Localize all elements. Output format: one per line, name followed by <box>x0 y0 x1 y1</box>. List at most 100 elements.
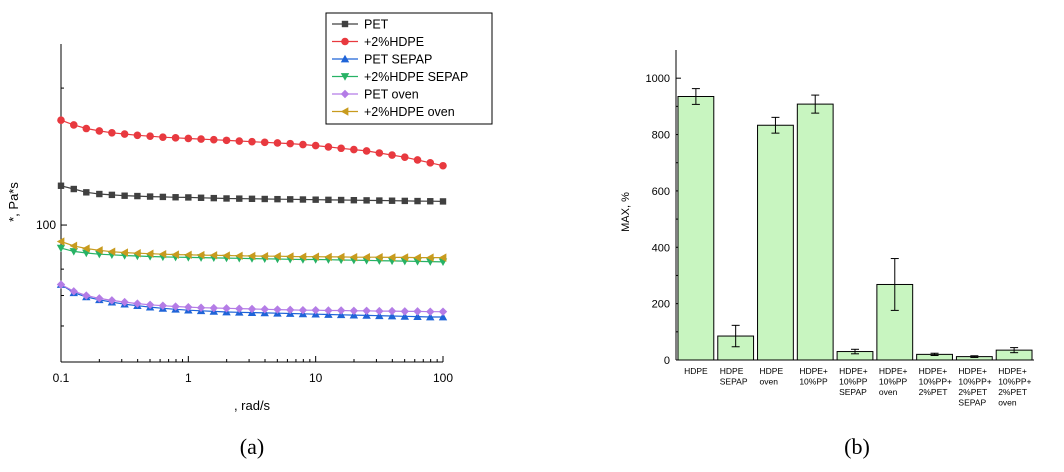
chart-a-data-point <box>299 196 307 203</box>
chart-a-data-point <box>247 304 257 314</box>
chart-a-data-point <box>400 307 410 316</box>
chart-a-data-point <box>324 252 332 262</box>
chart-a-legend-label: +2%HDPE SEPAP <box>364 70 468 84</box>
chart-a-data-point <box>325 196 332 204</box>
chart-b-y-tick-label: 200 <box>652 299 670 311</box>
chart-a-data-point <box>376 197 383 204</box>
chart-a-data-point <box>209 303 219 313</box>
chart-b-bar <box>796 103 834 361</box>
chart-a-data-point <box>158 301 168 310</box>
chart-a-data-point <box>426 253 434 262</box>
chart-a-series-0 <box>57 182 447 205</box>
chart-a-legend-marker <box>341 37 349 46</box>
chart-a-data-point <box>387 306 397 316</box>
chart-a-xlabel: , rad/s <box>234 398 271 413</box>
chart-a-data-point <box>401 153 409 161</box>
chart-a-data-point <box>133 249 141 258</box>
chart-a-series-5 <box>56 237 447 262</box>
chart-b-x-tick-label: HDPE oven <box>760 366 784 387</box>
chart-a-data-point <box>56 280 66 289</box>
chart-a-legend-box <box>325 12 493 125</box>
chart-a-data-point <box>350 196 358 204</box>
chart-a-viscosity: *, Pa*s , rad/s 0.1 1 10 100100PET+2%HDPEPE… <box>6 12 493 413</box>
chart-a-data-point <box>324 143 333 151</box>
chart-b-x-tick-label: HDPE <box>684 366 708 376</box>
chart-a-data-point <box>133 299 142 308</box>
chart-b-y-tick-label: 800 <box>652 130 670 142</box>
chart-a-data-point <box>248 137 256 146</box>
chart-a-y-tick-label: 100 <box>36 218 56 232</box>
chart-a-legend-marker <box>340 54 350 63</box>
chart-a-data-point <box>121 192 128 199</box>
chart-b-x-tick-label: HDPE+ 10%PP+ 2%PET oven <box>998 366 1031 408</box>
chart-a-data-point <box>362 306 371 315</box>
chart-a-data-point <box>158 249 167 259</box>
chart-a-data-point <box>236 195 243 202</box>
chart-a-data-point <box>388 197 396 204</box>
chart-a-data-point <box>107 247 116 256</box>
chart-a-data-point <box>286 252 294 261</box>
chart-a-legend-marker <box>341 20 349 28</box>
chart-a-data-point <box>235 137 244 145</box>
chart-a-data-point <box>311 305 320 315</box>
chart-a-data-point <box>69 121 78 129</box>
chart-b-y-tick-label: 400 <box>652 242 670 254</box>
chart-b-x-tick-label: HDPE+ 10%PP <box>799 366 828 387</box>
chart-a-data-point <box>96 190 103 198</box>
chart-b-y-tick-label: 0 <box>664 355 670 367</box>
chart-a-legend-marker <box>340 73 350 81</box>
chart-a-data-point <box>69 248 78 256</box>
chart-a-data-point <box>413 307 422 316</box>
chart-a-data-point <box>362 311 371 319</box>
chart-a-data-point <box>95 127 104 135</box>
chart-a-data-point <box>197 135 205 143</box>
chart-a-data-point <box>82 291 91 300</box>
chart-b-x-tick-label: HDPE+ 10%PP SEPAP <box>839 366 868 397</box>
chart-a-data-point <box>95 294 104 303</box>
chart-b-max-elongation: MAX, % 0 200 400 600 800 1000 HDPE HDPE SEPAP HDP… <box>620 50 1034 408</box>
chart-a-legend-label: PET oven <box>364 88 419 102</box>
panel-label-b: (b) <box>844 434 870 459</box>
chart-a-data-point <box>69 287 78 296</box>
chart-a-data-point <box>235 251 243 260</box>
chart-a-data-point <box>247 251 256 261</box>
chart-a-legend-label: PET <box>364 18 389 32</box>
chart-a-legend-marker <box>340 89 350 99</box>
chart-a-data-point <box>145 300 155 309</box>
chart-a-data-point <box>273 305 282 314</box>
chart-a-data-point <box>350 145 358 154</box>
chart-a-data-point <box>414 197 421 205</box>
chart-a-data-point <box>172 194 179 201</box>
chart-a-data-point <box>387 253 396 262</box>
chart-a-data-point <box>185 194 192 201</box>
chart-a-data-point <box>413 253 421 262</box>
chart-a-data-point <box>134 192 141 200</box>
chart-a-data-point <box>56 244 66 253</box>
chart-a-data-point <box>413 156 422 164</box>
chart-b-y-tick-label: 1000 <box>646 73 670 85</box>
chart-b-ylabel: MAX, % <box>620 192 632 232</box>
chart-a-data-point <box>413 312 422 321</box>
chart-b-bar <box>757 124 794 361</box>
chart-a-data-point <box>107 296 117 305</box>
chart-a-data-point <box>120 130 129 138</box>
chart-a-data-point <box>337 196 345 204</box>
chart-b-y-tick-label: 600 <box>652 186 670 198</box>
chart-a-data-point <box>70 185 77 193</box>
chart-a-data-point <box>184 250 192 260</box>
chart-a-data-point <box>82 244 90 253</box>
chart-a-data-point <box>184 134 193 143</box>
chart-a-data-point <box>95 246 103 255</box>
chart-a-data-point <box>439 198 447 205</box>
chart-a-data-point <box>69 241 78 251</box>
chart-a-data-point <box>375 311 384 320</box>
chart-b-x-tick-label: HDPE+ 10%PP+ 2%PET <box>919 366 952 397</box>
chart-a-data-point <box>146 193 154 200</box>
chart-a-data-point <box>426 307 435 316</box>
chart-a-data-point <box>133 131 142 140</box>
chart-a-legend-marker <box>340 107 349 116</box>
chart-b-bar <box>677 96 715 361</box>
chart-a-data-point <box>337 144 345 153</box>
chart-a-data-point <box>209 251 218 260</box>
chart-a-data-point <box>286 305 295 315</box>
